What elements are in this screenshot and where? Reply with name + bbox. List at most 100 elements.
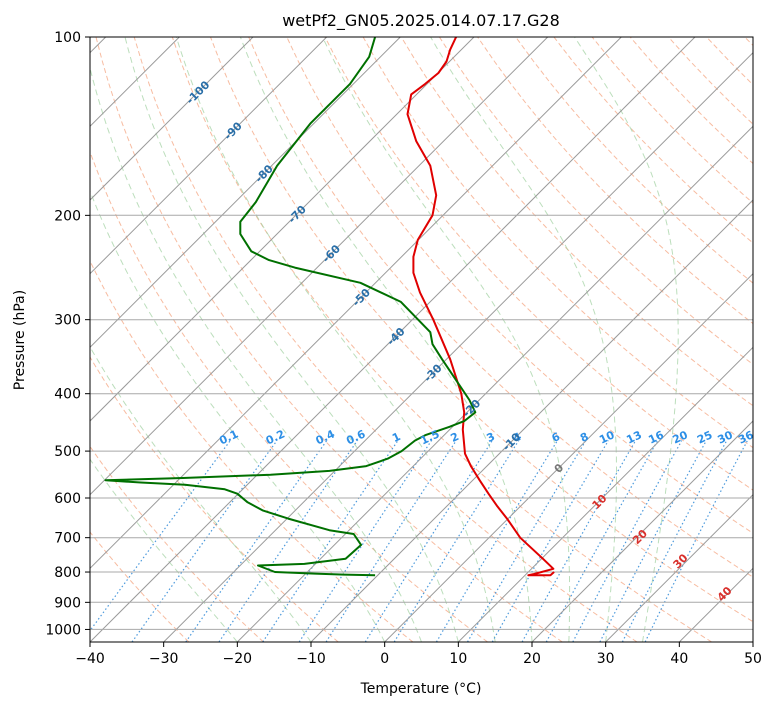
moist-adiabat: [90, 345, 312, 642]
mixing-ratio-line: [521, 440, 637, 642]
moist-adiabat: [239, 37, 533, 642]
isotherm-line: [163, 51, 753, 642]
x-tick-label: 30: [597, 651, 615, 667]
isotherm-line: [457, 346, 753, 642]
isotherm-line: [90, 37, 328, 275]
y-tick-label: 200: [54, 208, 81, 224]
isotherm-line: [90, 37, 622, 570]
isotherm-line: [384, 272, 753, 642]
dry-adiabat: [90, 531, 190, 642]
isotherm-line: [678, 567, 753, 642]
mixing-ratio-line: [466, 440, 587, 642]
x-tick-label: −40: [75, 651, 105, 667]
x-tick-label: −30: [149, 651, 179, 667]
mixing-ratio-label: 0.1: [217, 427, 240, 447]
x-tick-label: 50: [744, 651, 762, 667]
x-axis-title: Temperature (°C): [360, 681, 482, 697]
y-tick-label: 400: [54, 387, 81, 403]
mixing-ratio-label: 0.4: [314, 427, 337, 447]
mixing-ratio-line: [393, 440, 520, 642]
mixing-ratio-label: 2: [449, 430, 461, 445]
moist-adiabat: [322, 37, 571, 642]
mixing-ratio-line: [435, 440, 558, 642]
moist-adiabat-label: 30: [671, 551, 691, 571]
mixing-ratio-line: [185, 440, 328, 642]
dry-adiabat: [171, 37, 712, 642]
moist-adiabat: [574, 37, 679, 642]
mixing-ratio-label: 25: [695, 428, 714, 446]
x-axis: −40 −30 −20 −10 0 10 20 30 40 50: [75, 642, 762, 667]
isotherm-line: [310, 199, 753, 642]
mixing-ratio-label: 10: [597, 428, 617, 446]
mixing-ratio-label: 20: [671, 428, 691, 446]
dry-adiabat: [248, 37, 753, 578]
moist-adiabat: [175, 37, 496, 642]
isotherm-line: [752, 641, 753, 642]
isotherm-line: [605, 493, 753, 642]
dry-adiabat: [133, 37, 638, 642]
moist-adiabat: [90, 65, 422, 642]
y-tick-label: 300: [54, 313, 81, 329]
moist-adiabat: [124, 37, 459, 642]
moist-adiabat-label: 10: [590, 492, 610, 512]
dry-adiabat: [591, 37, 753, 204]
dry-adiabat: [90, 445, 264, 642]
mixing-ratio-label: 0.6: [344, 427, 367, 447]
dry-adiabat: [744, 37, 753, 47]
mixing-ratio-line: [545, 440, 659, 642]
dry-adiabat: [515, 37, 753, 284]
chart-title: wetPf2_GN05.2025.014.07.17.G28: [282, 11, 560, 31]
isotherm-label: -50: [350, 286, 373, 309]
background-lines: [90, 37, 753, 642]
mixing-ratio-label: 13: [624, 428, 643, 446]
dry-adiabat: [324, 37, 753, 491]
dry-adiabat: [438, 37, 753, 366]
mixing-ratio-line: [131, 440, 278, 642]
mixing-ratio-label: 30: [716, 428, 736, 446]
dry-adiabat: [90, 150, 488, 642]
mixing-ratio-line: [325, 440, 457, 642]
moist-adiabat-label: 20: [630, 527, 650, 547]
y-axis-title: Pressure (hPa): [12, 290, 28, 390]
isotherm-line: [90, 37, 696, 642]
x-tick-label: −20: [223, 651, 253, 667]
dry-adiabat: [706, 37, 753, 86]
mixing-ratio-line: [90, 440, 231, 632]
temperature-line: [406, 37, 555, 577]
isotherm-line: [90, 37, 401, 349]
isotherm-label: -100: [184, 78, 213, 107]
dry-adiabat: [553, 37, 753, 244]
x-tick-label: 40: [670, 651, 688, 667]
dry-adiabat: [400, 37, 753, 407]
mixing-ratio-line: [262, 440, 399, 642]
y-tick-label: 500: [54, 444, 81, 460]
moist-adiabat: [90, 189, 386, 642]
x-tick-label: 20: [523, 651, 541, 667]
mixing-ratio-label: 16: [646, 428, 666, 446]
dewpoint-line: [104, 37, 477, 577]
y-tick-label: 1000: [45, 622, 81, 638]
mixing-ratio-line: [364, 440, 493, 642]
y-tick-label: 800: [54, 565, 81, 581]
isotherm-line: [236, 125, 753, 642]
x-tick-label: 0: [380, 651, 389, 667]
isotherm-line: [90, 37, 549, 496]
mixing-ratio-line: [298, 440, 432, 642]
moist-adiabat: [430, 37, 617, 642]
mixing-ratio-line: [572, 440, 683, 642]
moist-adiabat-label: 40: [715, 584, 735, 604]
y-tick-label: 700: [54, 531, 81, 547]
plot-frame: [89, 36, 754, 643]
isoline-labels: 0.1 0.2 0.4 0.6 1 1.5 2 3 4 6 8 10 13 16 20 25 30 36-100-…: [184, 78, 756, 604]
mixing-ratio-line: [644, 440, 748, 642]
moist-adiabat: [90, 458, 238, 642]
isotherm-line: [90, 37, 475, 422]
dry-adiabat: [668, 37, 753, 125]
y-tick-label: 100: [54, 30, 81, 46]
mixing-ratio-line: [599, 440, 707, 642]
moist-adiabat-label: 0: [552, 461, 567, 476]
mixing-ratio-line: [491, 440, 609, 642]
mixing-ratio-label: 3: [485, 430, 497, 445]
dry-adiabat: [90, 356, 339, 642]
